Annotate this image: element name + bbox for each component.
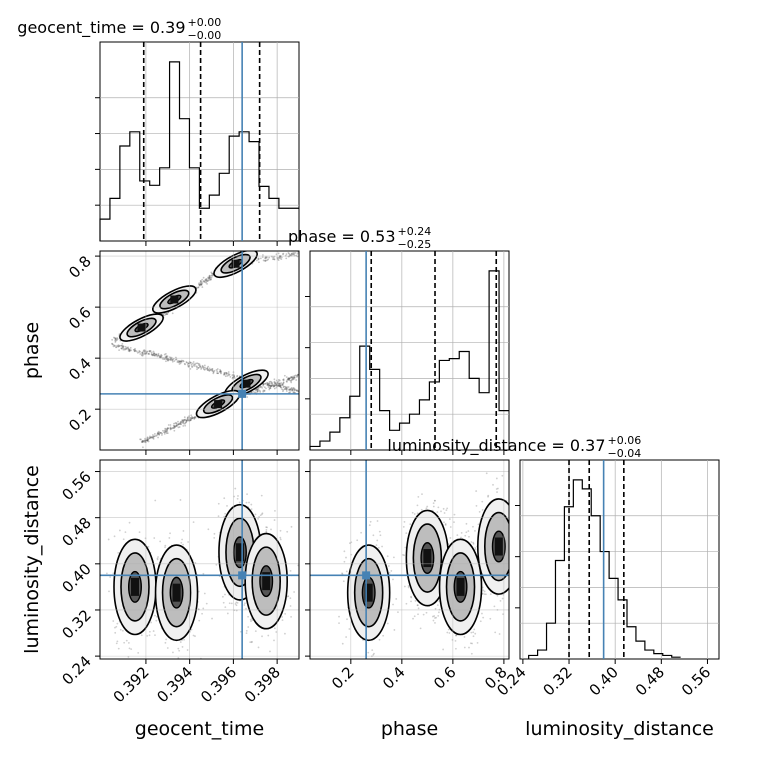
x-tick-label: 0.48 xyxy=(632,663,668,699)
y-tick-label: 0.48 xyxy=(58,514,94,550)
panel-geocent_time-vs-luminosity_distance xyxy=(99,459,300,660)
density-peak xyxy=(242,379,251,388)
title-plus: +0.00 xyxy=(188,16,222,29)
x-tick-label: 0.398 xyxy=(241,663,284,706)
density xyxy=(119,251,269,419)
panel-content xyxy=(310,460,509,659)
truth-marker xyxy=(238,389,247,398)
density-peak xyxy=(423,549,432,568)
density-peak xyxy=(364,583,373,602)
y-tick-label: 0.2 xyxy=(65,405,95,435)
y-tick-label: 0.56 xyxy=(58,468,94,504)
title-minus: −0.04 xyxy=(608,447,642,460)
density-peak xyxy=(170,295,179,304)
title-phase: phase = 0.53 +0.24−0.25 xyxy=(288,225,431,251)
x-axis-label-luminosity_distance: luminosity_distance xyxy=(525,718,714,740)
histogram-step xyxy=(528,479,681,659)
title-text: luminosity_distance = 0.37 xyxy=(387,436,605,456)
y-tick-label: 0.40 xyxy=(58,560,94,596)
hist-panel-phase xyxy=(309,250,510,451)
x-tick-label: 0.32 xyxy=(540,663,576,699)
x-tick-label: 0.392 xyxy=(110,663,153,706)
panel-frame xyxy=(309,250,510,451)
density xyxy=(346,498,509,642)
truth-marker xyxy=(362,571,371,580)
density-peak xyxy=(130,577,139,596)
density-peak xyxy=(231,259,240,268)
y-axis-label-luminosity_distance: luminosity_distance xyxy=(21,465,43,654)
x-tick-label: 0.396 xyxy=(197,663,240,706)
y-axis-label-phase: phase xyxy=(21,322,43,379)
density-peak xyxy=(137,323,146,332)
panel-frame xyxy=(99,459,300,660)
density-peak xyxy=(235,543,244,562)
density-peak xyxy=(456,577,465,596)
title-text: geocent_time = 0.39 xyxy=(17,18,185,38)
title-luminosity_distance: luminosity_distance = 0.37 +0.06−0.04 xyxy=(387,434,641,460)
y-tick-label: 0.32 xyxy=(58,606,94,642)
title-plus: +0.24 xyxy=(398,225,432,238)
x-tick-label: 0.2 xyxy=(328,663,358,693)
x-axis-label-geocent_time: geocent_time xyxy=(135,718,264,740)
x-tick-label: 0.40 xyxy=(586,663,622,699)
title-text: phase = 0.53 xyxy=(288,227,395,246)
title-minus: −0.25 xyxy=(398,238,432,251)
x-axis-label-phase: phase xyxy=(381,718,438,740)
title-minus: −0.00 xyxy=(188,29,222,42)
y-tick-label: 0.24 xyxy=(58,652,94,688)
y-tick-label: 0.6 xyxy=(65,303,95,333)
y-tick-label: 0.8 xyxy=(65,252,95,282)
x-tick-label: 0.4 xyxy=(379,663,409,693)
x-tick-label: 0.394 xyxy=(153,663,196,706)
panel-content xyxy=(100,251,299,450)
panel-frame xyxy=(99,250,300,451)
truth-marker xyxy=(238,571,247,580)
title-geocent_time: geocent_time = 0.39 +0.00−0.00 xyxy=(17,16,221,42)
y-tick-label: 0.4 xyxy=(65,354,95,384)
title-plus: +0.06 xyxy=(608,434,642,447)
panel-frame xyxy=(309,459,510,660)
x-tick-label: 0.6 xyxy=(430,663,460,693)
panel-phase-vs-luminosity_distance xyxy=(309,459,510,660)
panel-frame xyxy=(519,459,720,660)
panel-content xyxy=(100,460,299,659)
hist-panel-luminosity_distance xyxy=(519,459,720,660)
density-peak xyxy=(214,400,223,409)
panel-geocent_time-vs-phase xyxy=(99,250,300,451)
x-tick-label: 0.56 xyxy=(678,663,714,699)
density-peak xyxy=(494,537,503,556)
histogram-step xyxy=(309,270,509,450)
hist-panel-geocent_time xyxy=(95,41,300,242)
density-peak xyxy=(172,583,181,602)
density-peak xyxy=(262,572,271,591)
